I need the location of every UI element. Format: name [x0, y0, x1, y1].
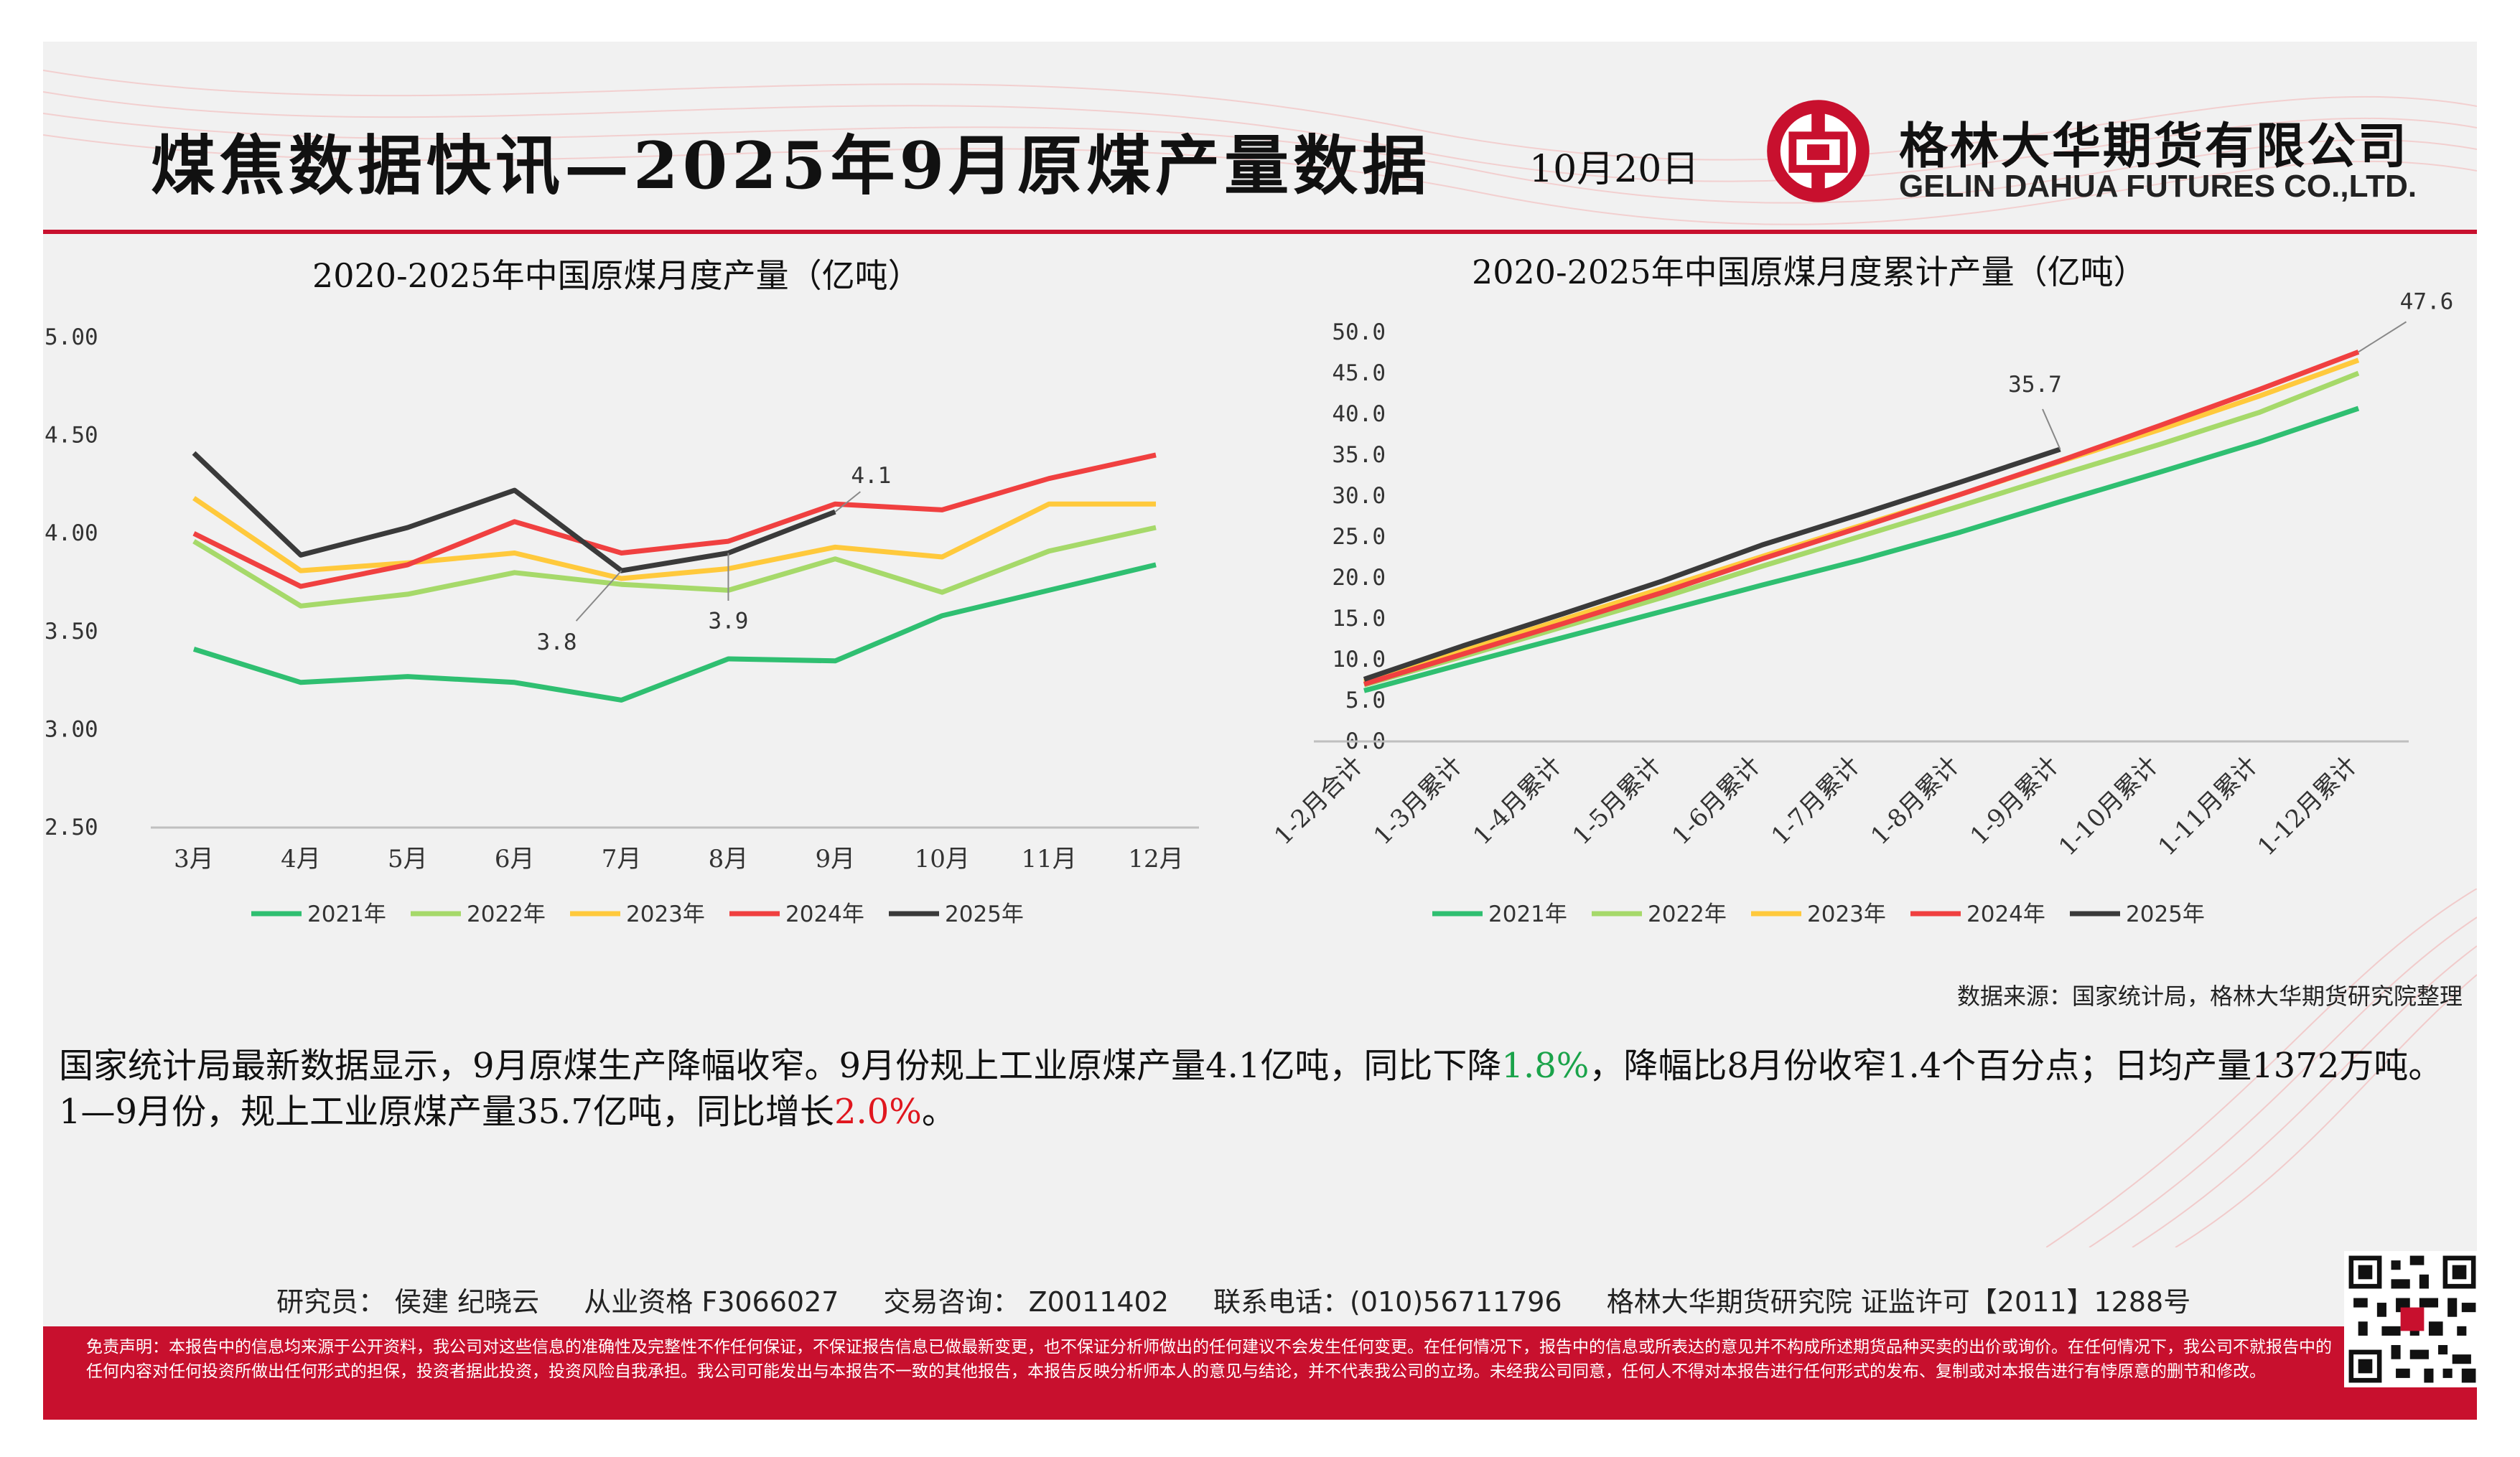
report-date: 10月20日: [1529, 148, 1699, 191]
cumulative-y-tick-label: 45.0: [1332, 360, 1386, 386]
summary-text-1: 国家统计局最新数据显示，9月原煤生产降幅收窄。9月份规上工业原煤产量4.1亿吨，…: [59, 1046, 1502, 1086]
monthly-x-tick-label: 4月: [281, 845, 321, 873]
monthly-annotation-leader: [834, 491, 861, 512]
monthly-data-label: 3.8: [537, 629, 577, 655]
cumulative-x-tick-label: 1-7月累计: [1766, 751, 1866, 851]
monthly-y-tick-label: 4.00: [45, 520, 98, 546]
cumulative-x-tick-label: 1-9月累计: [1965, 751, 2065, 851]
summary-text-3: 。: [921, 1092, 956, 1132]
header-divider: [43, 230, 2477, 234]
cumulative-series-line-2022年: [1363, 370, 2360, 688]
chart-title-cumulative: 2020-2025年中国原煤月度累计产量（亿吨）: [1472, 253, 2147, 291]
monthly-y-tick-label: 3.50: [45, 619, 98, 645]
monthly-x-tick-label: 7月: [602, 845, 642, 873]
monthly-y-tick-label: 5.00: [45, 324, 98, 350]
footer-phone: 联系电话：(010)56711796: [1213, 1286, 1562, 1318]
monthly-x-tick-label: 5月: [388, 845, 428, 873]
cumulative-data-label: 35.7: [2008, 372, 2062, 398]
qr-code-icon: [2344, 1251, 2477, 1387]
cumulative-series-line-2021年: [1363, 406, 2360, 693]
cumulative-x-tick-label: 1-4月累计: [1467, 751, 1567, 851]
monthly-legend-label: 2021年: [307, 901, 386, 927]
cumulative-x-tick-label: 1-6月累计: [1666, 751, 1766, 851]
monthly-y-tick-label: 3.00: [45, 716, 98, 742]
footer-contact: 研究员： 侯建 纪晓云 从业资格 F3066027 交易咨询： Z0011402…: [276, 1280, 2226, 1319]
cumulative-annotation-leader: [2358, 321, 2407, 353]
monthly-legend-label: 2025年: [945, 901, 1024, 927]
cumulative-x-tick-label: 1-2月合计: [1269, 751, 1368, 851]
cumulative-x-tick-label: 1-10月累计: [2053, 751, 2164, 861]
monthly-data-label: 3.9: [708, 609, 748, 634]
monthly-series-line-2023年: [192, 496, 1156, 581]
charts-canvas: 5.00 4.50 4.00 3.50 3.00 2.50 3月 4月 5月 6月 7月 8月 9月 10…: [45, 289, 2454, 927]
company-name-en: GELIN DAHUA FUTURES CO.,LTD.: [1899, 169, 2417, 204]
cumulative-y-tick-label: 35.0: [1332, 442, 1386, 468]
cumulative-legend-label: 2025年: [2126, 901, 2205, 927]
disclaimer-bar: 免责声明：本报告中的信息均来源于公开资料，我公司对这些信息的准确性及完整性不作任…: [43, 1326, 2477, 1420]
cumulative-x-tick-label: 1-3月累计: [1368, 751, 1468, 851]
cumulative-x-tick-label: 1-12月累计: [2252, 751, 2363, 861]
cumulative-y-tick-label: 25.0: [1332, 524, 1386, 550]
monthly-y-tick-label: 4.50: [45, 423, 98, 449]
monthly-x-tick-label: 3月: [174, 845, 214, 873]
company-name-cn: 格林大华期货有限公司: [1899, 118, 2409, 175]
page-title: 煤焦数据快讯—2025年9月原煤产量数据: [151, 128, 1432, 204]
monthly-x-tick-label: 9月: [816, 845, 856, 873]
summary-value-growth: 2.0%: [834, 1092, 922, 1132]
footer-consult: 交易咨询： Z0011402: [883, 1286, 1169, 1318]
monthly-legend-label: 2023年: [626, 901, 705, 927]
cumulative-legend-label: 2023年: [1807, 901, 1886, 927]
cumulative-y-tick-label: 40.0: [1332, 401, 1386, 427]
cumulative-x-tick-label: 1-8月累计: [1865, 751, 1965, 851]
monthly-legend-label: 2024年: [785, 901, 864, 927]
chart-title-monthly: 2020-2025年中国原煤月度产量（亿吨）: [312, 256, 921, 295]
monthly-series-line-2025年: [192, 451, 836, 573]
cumulative-series-line-2024年: [1363, 350, 2360, 687]
monthly-series-line-2021年: [192, 562, 1157, 703]
monthly-data-label: 4.1: [851, 463, 891, 489]
monthly-x-tick-label: 8月: [709, 845, 749, 873]
footer-institute: 格林大华期货研究院 证监许可【2011】1288号: [1606, 1286, 2191, 1318]
cumulative-legend-label: 2024年: [1966, 901, 2045, 927]
disclaimer-text: 免责声明：本报告中的信息均来源于公开资料，我公司对这些信息的准确性及完整性不作任…: [86, 1338, 2332, 1381]
footer-researcher: 研究员： 侯建 纪晓云: [276, 1286, 540, 1318]
cumulative-legend-label: 2021年: [1488, 901, 1567, 927]
monthly-y-tick-label: 2.50: [45, 815, 98, 840]
monthly-annotation-leader: [575, 570, 622, 622]
cumulative-series-line-2025年: [1363, 446, 2061, 682]
cumulative-y-tick-label: 50.0: [1332, 319, 1386, 345]
company-logo: [1767, 100, 1870, 202]
footer-license: 从业资格 F3066027: [584, 1286, 839, 1318]
monthly-legend-label: 2022年: [467, 901, 546, 927]
cumulative-annotation-leader: [2042, 408, 2061, 450]
monthly-x-tick-label: 10月: [915, 845, 970, 873]
cumulative-y-tick-label: 20.0: [1332, 565, 1386, 591]
monthly-x-tick-label: 11月: [1021, 845, 1076, 873]
summary-value-decline: 1.8%: [1501, 1046, 1590, 1086]
summary-text-2: ，降幅比8月份收窄1.4个百分点；日均产量1372万吨。1—9月份，规上工业原煤…: [59, 1046, 2443, 1132]
monthly-series-line-2022年: [192, 525, 1157, 609]
summary-paragraph: 国家统计局最新数据显示，9月原煤生产降幅收窄。9月份规上工业原煤产量4.1亿吨，…: [59, 1043, 2464, 1135]
data-source: 数据来源：国家统计局，格林大华期货研究院整理: [1956, 983, 2463, 1010]
monthly-x-tick-label: 12月: [1128, 845, 1183, 873]
cumulative-x-tick-label: 1-11月累计: [2152, 751, 2263, 861]
cumulative-x-tick-label: 1-5月累计: [1567, 751, 1667, 851]
report-page: 煤焦数据快讯—2025年9月原煤产量数据 10月20日 格林大华期货有限公司 G…: [43, 42, 2477, 1420]
cumulative-y-tick-label: 30.0: [1332, 483, 1386, 509]
monthly-series-line-2024年: [192, 452, 1157, 589]
monthly-x-tick-label: 6月: [495, 845, 535, 873]
cumulative-data-label: 47.6: [2400, 289, 2454, 314]
cumulative-y-tick-label: 15.0: [1332, 606, 1386, 632]
cumulative-legend-label: 2022年: [1648, 901, 1727, 927]
cumulative-y-tick-label: 10.0: [1332, 647, 1386, 673]
